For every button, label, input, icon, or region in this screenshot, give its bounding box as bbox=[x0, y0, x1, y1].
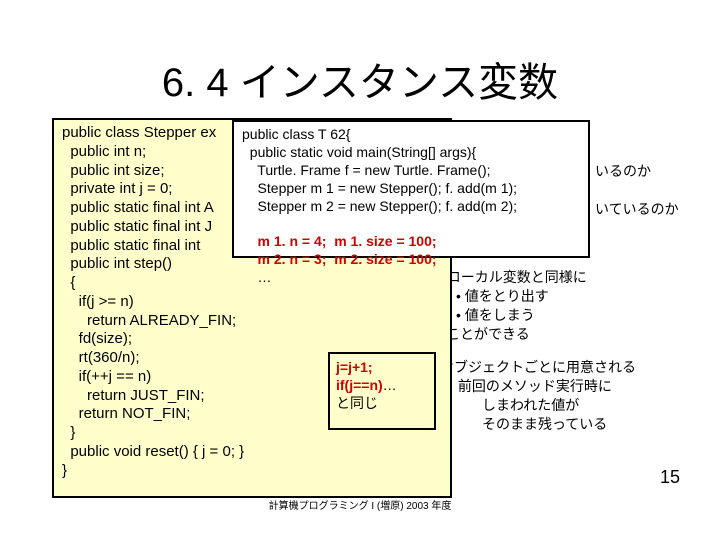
code-t62-red2: m 2. n = 3; m 2. size = 100; bbox=[242, 251, 437, 267]
annot-bullets: • ローカル変数と同様に • 値をとり出す • 値をしまう ことができる bbox=[438, 268, 688, 344]
annot-obj-l1: オブジェクトごとに用意される bbox=[440, 358, 700, 377]
code-block-t62: public class T 62{ public static void ma… bbox=[232, 120, 590, 258]
slide-title: 6. 4 インスタンス変数 bbox=[0, 50, 720, 108]
code-snippet-jeq: j=j+1; if(j==n)… と同じ bbox=[328, 352, 436, 430]
bullet-3: • 値をしまう bbox=[456, 306, 688, 325]
annot-obj-l2: → 前回のメソッド実行時に bbox=[440, 377, 700, 396]
annot-object: オブジェクトごとに用意される → 前回のメソッド実行時に しまわれた値が そのま… bbox=[440, 358, 700, 434]
page-number: 15 bbox=[660, 467, 680, 488]
bullet-4: ことができる bbox=[446, 325, 688, 344]
annot-toprow1: いるのか bbox=[595, 162, 715, 181]
snippet-l1: j=j+1; bbox=[336, 359, 373, 375]
footer-text: 計算機プログラミング I (増原) 2003 年度 bbox=[0, 497, 720, 512]
code-t62-red1: m 1. n = 4; m 1. size = 100; bbox=[242, 233, 437, 249]
annot-obj-l3: しまわれた値が bbox=[440, 396, 700, 415]
code-t62-post: … bbox=[242, 269, 272, 285]
snippet-l3: と同じ bbox=[336, 395, 378, 411]
code-t62-pre: public class T 62{ public static void ma… bbox=[242, 126, 517, 214]
bullet-2: • 値をとり出す bbox=[456, 287, 688, 306]
annot-toprow2: いているのか bbox=[595, 200, 720, 219]
snippet-l2: if(j==n) bbox=[336, 377, 383, 393]
snippet-ellipsis: … bbox=[383, 377, 397, 393]
annot-obj-l4: そのまま残っている bbox=[440, 415, 700, 434]
bullet-1: • ローカル変数と同様に bbox=[438, 268, 688, 287]
